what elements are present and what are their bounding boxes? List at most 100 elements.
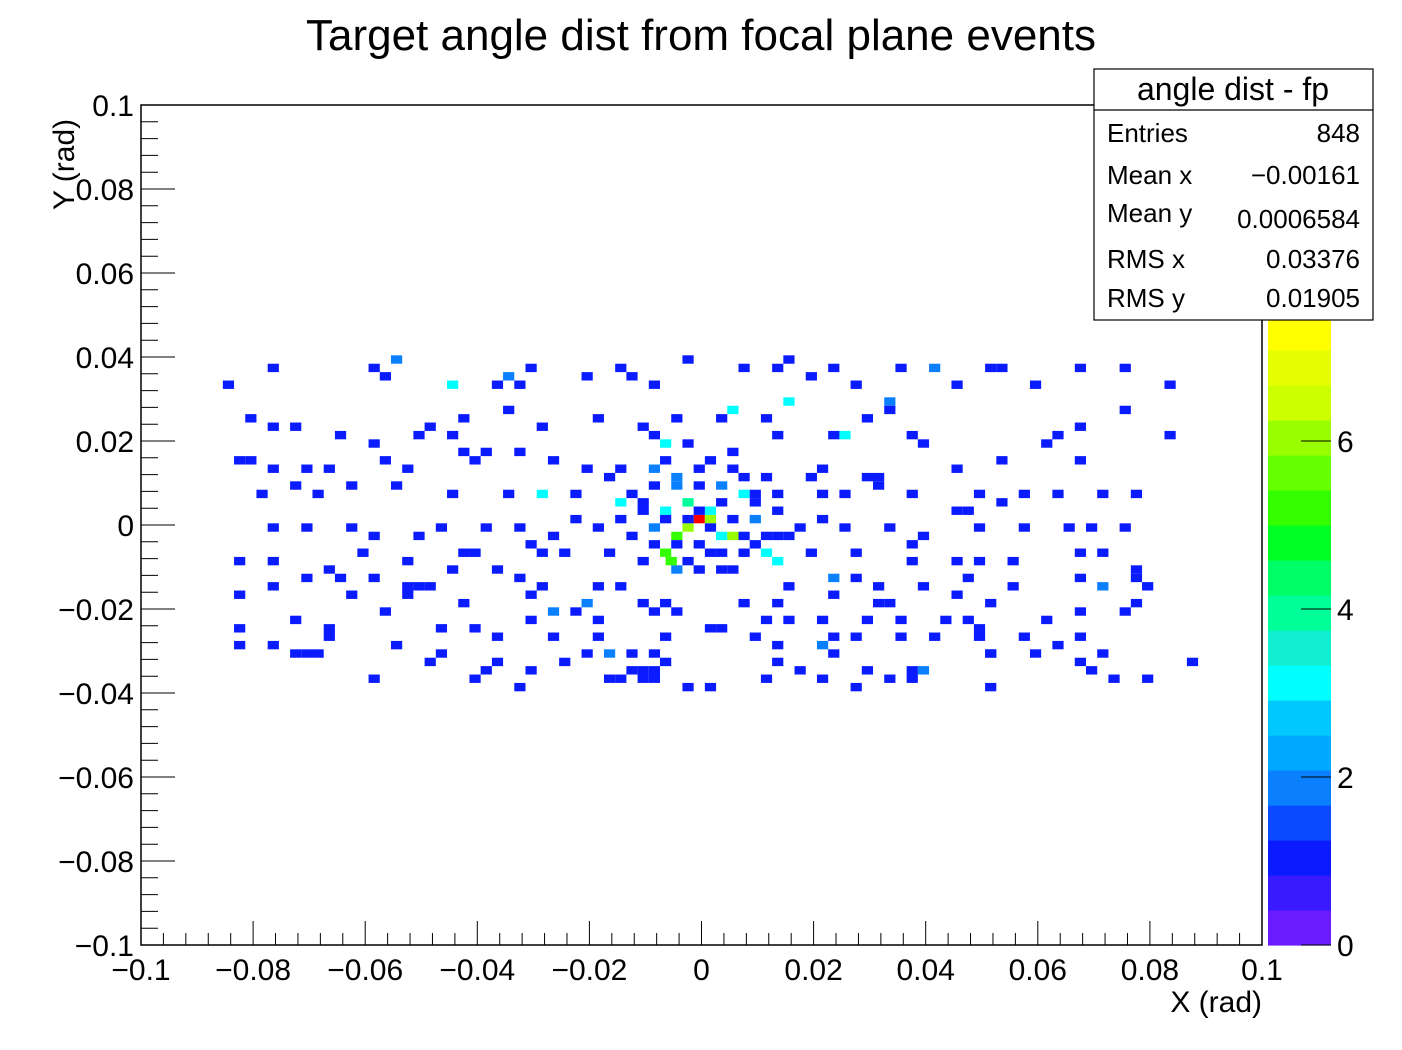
heatmap-cell (772, 489, 784, 499)
heatmap-cell (682, 682, 694, 692)
heatmap-cell (671, 565, 683, 574)
heatmap-cell (390, 355, 403, 364)
heatmap-cell (716, 565, 728, 574)
heatmap-cell (648, 523, 661, 532)
heatmap-cell (648, 380, 661, 389)
heatmap-cell (256, 489, 268, 499)
heatmap-cell (783, 582, 795, 591)
heatmap-cell (917, 666, 930, 675)
heatmap-cell (884, 405, 896, 415)
heatmap-cell (637, 674, 649, 683)
heatmap-cell (738, 548, 750, 557)
heatmap-cell (772, 531, 784, 541)
statistics-row-value: 0.03376 (1266, 244, 1360, 274)
color-scale-segment (1268, 875, 1331, 911)
heatmap-cell (671, 472, 683, 482)
heatmap-cell (682, 556, 694, 566)
heatmap-cell (1074, 632, 1086, 641)
heatmap-cell (671, 481, 683, 490)
heatmap-cell (402, 556, 414, 566)
heatmap-cell (660, 439, 672, 448)
heatmap-cell (402, 464, 414, 473)
heatmap-cell (693, 565, 705, 574)
heatmap-cell (1018, 523, 1030, 532)
heatmap-cell (1097, 548, 1109, 557)
heatmap-cell (772, 506, 784, 515)
heatmap-cell (390, 640, 403, 650)
heatmap-cell (424, 422, 436, 431)
heatmap-cell (772, 598, 784, 608)
color-scale-tick-label: 4 (1337, 594, 1354, 627)
heatmap-cell (290, 422, 302, 431)
color-scale-segment (1268, 385, 1331, 421)
heatmap-cell (559, 657, 571, 667)
heatmap-cell (491, 380, 504, 389)
heatmap-cell (704, 624, 717, 633)
heatmap-cell (760, 414, 773, 423)
heatmap-cell (727, 531, 739, 541)
heatmap-cell (951, 590, 963, 599)
color-scale-segment (1268, 420, 1331, 456)
heatmap-cell (581, 464, 593, 473)
y-tick-label: −0.06 (58, 762, 134, 795)
heatmap-cell (783, 531, 795, 541)
heatmap-cell (951, 380, 963, 389)
heatmap-cell (962, 573, 974, 583)
heatmap-cell (648, 674, 661, 683)
heatmap-cell (973, 624, 986, 633)
heatmap-cell (514, 447, 526, 457)
x-axis: −0.1 −0.08 −0.06 −0.04 −0.02 0 0.02 0.04 0.06 0.0… (111, 921, 1283, 987)
heatmap-cell (839, 489, 851, 499)
heatmap-cell (245, 456, 257, 465)
heatmap-cell (917, 531, 930, 541)
heatmap-cell (816, 674, 829, 683)
heatmap-cell (738, 489, 750, 499)
heatmap-cell (1119, 363, 1131, 373)
heatmap-cell (660, 456, 672, 465)
heatmap-cell (1007, 556, 1019, 566)
heatmap-cell (884, 674, 896, 683)
heatmap-cell (1074, 607, 1086, 616)
heatmap-cell (267, 556, 279, 566)
y-axis-label: Y (rad) (48, 119, 81, 210)
heatmap-cell (873, 598, 885, 608)
heatmap-cell (682, 498, 694, 507)
heatmap-cell (525, 363, 537, 373)
y-tick-label: −0.1 (75, 930, 134, 963)
heatmap-cell (660, 598, 672, 608)
heatmap-cell (346, 523, 358, 532)
heatmap-cell (716, 624, 728, 633)
statistics-box-frame (1093, 68, 1374, 321)
heatmap-cell (525, 590, 537, 599)
heatmap-cell (693, 506, 705, 515)
heatmap-cell (704, 514, 717, 524)
heatmap-cell (447, 430, 459, 440)
heatmap-cell (1164, 380, 1176, 389)
heatmap-cell (1130, 598, 1143, 608)
heatmap-cell (1164, 430, 1176, 440)
heatmap-cell (749, 540, 761, 549)
color-scale-segment (1268, 630, 1331, 666)
statistics-row-label: RMS x (1107, 244, 1185, 274)
heatmap-cell (603, 548, 616, 557)
heatmap-cell (749, 514, 761, 524)
color-scale-segment (1268, 700, 1331, 736)
heatmap-cell (873, 582, 885, 591)
heatmap-cell (626, 649, 638, 658)
heatmap-cell (581, 598, 593, 608)
heatmap-cell (581, 372, 593, 381)
heatmap-cell (749, 632, 761, 641)
heatmap-cell (570, 489, 582, 499)
heatmap-cell (682, 514, 694, 524)
heatmap-cell (660, 657, 672, 667)
heatmap-cell (671, 540, 683, 549)
heatmap-cell (592, 582, 604, 591)
heatmap-cell (323, 624, 335, 633)
heatmap-cell (424, 582, 436, 591)
y-tick-label: 0 (117, 510, 134, 543)
heatmap-cell (368, 674, 380, 683)
color-scale-segment (1268, 350, 1331, 386)
heatmap-cell (727, 447, 739, 457)
x-tick-label: 0.1 (1241, 954, 1283, 987)
